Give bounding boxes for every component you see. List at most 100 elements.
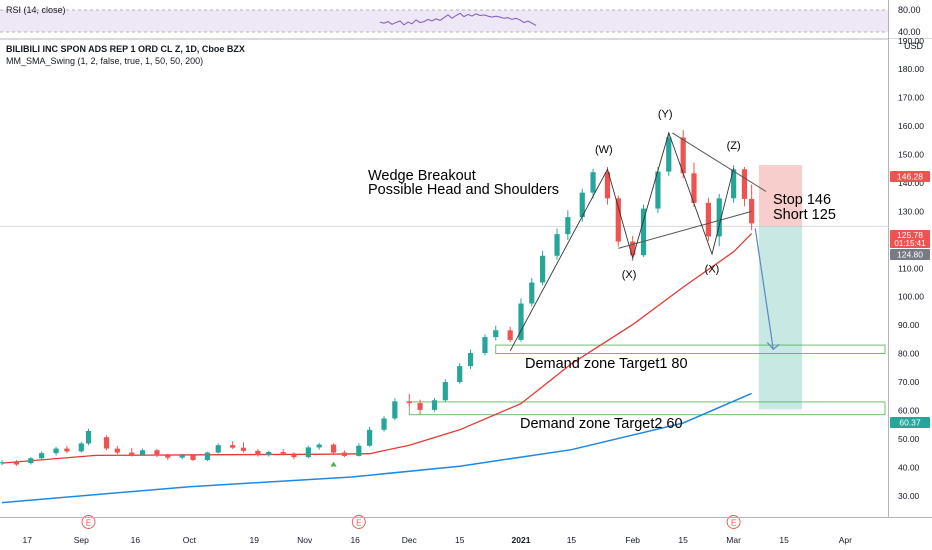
candle-body	[13, 462, 20, 465]
candle-32	[406, 393, 412, 407]
candle-52	[655, 167, 661, 214]
candle-10	[129, 448, 135, 457]
y-tick-label-0: 30.00	[898, 491, 920, 501]
x-tick-label-10: 15	[567, 535, 577, 545]
candle-body	[190, 455, 196, 460]
projection-arrow-head	[766, 341, 780, 351]
rsi-level-80-label: 80.00	[898, 5, 921, 15]
candle-1	[13, 459, 20, 466]
candle-8	[103, 435, 110, 451]
candle-body	[716, 198, 722, 237]
annotation-title2: Possible Head and Shoulders	[368, 182, 559, 198]
candle-body	[154, 450, 160, 456]
candle-body	[457, 366, 463, 383]
candle-body	[691, 173, 697, 203]
earnings-marker-3: E	[726, 515, 741, 529]
candle-41	[518, 298, 524, 342]
candle-body	[215, 445, 221, 453]
candle-53	[666, 132, 672, 177]
candle-body	[705, 202, 711, 237]
time-axis[interactable]: 17 Sep 16 Oct 19 Nov 16 Dec 15 2021 15 Feb 15 Mar 15 Ap…	[0, 517, 932, 546]
wave-label-5: (Z)	[727, 140, 741, 152]
rsi-level-40-label: 40.00	[898, 27, 921, 37]
y-tick-label-3: 60.00	[898, 405, 920, 415]
annotation-short: Short 125	[773, 207, 836, 223]
candle-body	[604, 172, 611, 199]
candle-12	[154, 448, 160, 458]
candle-49	[615, 195, 621, 247]
wave-label-2: (X)	[622, 269, 637, 281]
candle-body	[0, 462, 5, 464]
candle-body	[540, 255, 546, 283]
candle-body	[518, 303, 524, 340]
trendline-1	[618, 210, 752, 249]
candle-body	[680, 137, 686, 174]
candle-51	[640, 204, 647, 257]
stop-zone	[758, 165, 803, 227]
moving-averages-layer	[1, 233, 753, 504]
candle-47	[590, 168, 596, 199]
zones-layer	[0, 165, 888, 416]
demand-zone-1	[495, 344, 886, 354]
earnings-marker-circle	[726, 515, 741, 529]
candle-7	[85, 428, 92, 446]
x-tick-label-11: Feb	[625, 535, 640, 545]
candle-body	[529, 282, 535, 304]
candle-body	[179, 455, 185, 458]
candle-24	[305, 445, 311, 459]
y-tick-label-14: 170.00	[898, 93, 924, 103]
candle-34	[431, 397, 438, 412]
x-tick-label-8: 15	[455, 535, 465, 545]
candle-18	[230, 441, 236, 450]
sma50-line	[1, 233, 753, 464]
y-tick-label-8: 110.00	[898, 263, 924, 273]
x-tick-label-6: 16	[350, 535, 360, 545]
candle-43	[540, 250, 546, 286]
x-tick-label-7: Dec	[402, 535, 418, 545]
rsi-band	[0, 10, 888, 32]
price-axis-bg	[889, 39, 932, 517]
wave-path	[509, 131, 735, 352]
price-axis[interactable]: USD 30.00 40.00 50.00 60.00 70.00 80.00 90.00 1…	[888, 0, 932, 517]
last-price-tag: 125.78 01:15:41	[890, 230, 930, 248]
candle-body	[266, 451, 272, 455]
candle-body	[406, 401, 412, 404]
annotation-stop: Stop 146	[773, 192, 831, 208]
x-tick-label-2: 16	[131, 535, 141, 545]
candle-15	[190, 454, 196, 462]
candle-16	[204, 451, 211, 462]
stop-price-tag: 146.28	[890, 171, 930, 182]
candle-body	[129, 452, 135, 455]
candle-33	[417, 399, 423, 415]
candle-23	[291, 452, 297, 460]
candle-body	[655, 171, 661, 209]
candle-body	[356, 445, 362, 456]
y-tick-label-7: 100.00	[898, 292, 924, 302]
candle-body	[630, 241, 636, 256]
candles-layer	[0, 130, 755, 466]
candle-body	[666, 137, 672, 172]
x-tick-label-15: Apr	[839, 535, 852, 545]
x-tick-label-4: 19	[250, 535, 260, 545]
candle-body	[305, 447, 311, 458]
candle-body	[554, 234, 560, 256]
y-tick-label-6: 90.00	[898, 320, 920, 330]
candle-5	[64, 446, 70, 454]
candle-body	[731, 169, 737, 199]
candle-body	[103, 437, 110, 449]
earnings-marker-label: E	[731, 519, 736, 528]
candle-39	[493, 325, 499, 341]
rsi-line	[379, 12, 537, 26]
candle-6	[78, 441, 84, 453]
target-zone	[758, 226, 803, 410]
candle-25	[316, 442, 322, 450]
rsi-label: RSI (14, close)	[6, 5, 66, 15]
drawings-layer: (W) (X) (Y) (X) (Z) E E E	[81, 109, 780, 529]
candle-body	[417, 403, 423, 410]
x-tick-label-14: 15	[779, 535, 789, 545]
candle-20	[255, 449, 261, 457]
candle-30	[381, 416, 387, 432]
candle-body	[255, 450, 261, 455]
candle-42	[529, 277, 535, 307]
